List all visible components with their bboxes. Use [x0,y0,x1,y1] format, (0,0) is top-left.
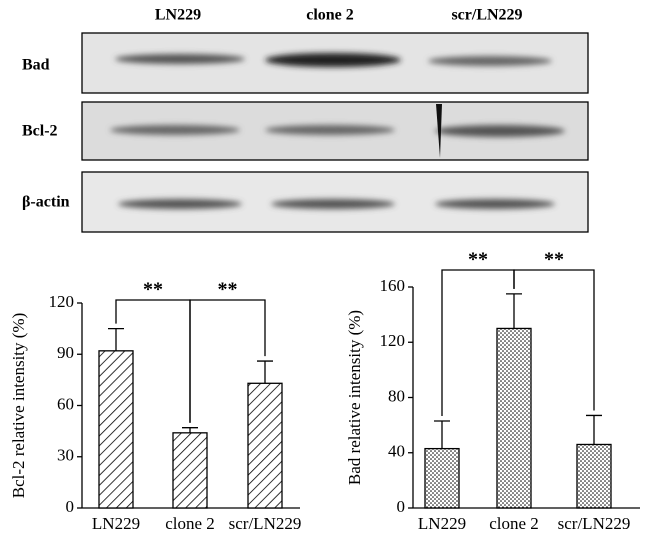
y-axis-label: Bcl-2 relative intensity (%) [9,313,28,499]
significance-label: ** [468,249,488,271]
significance-label: ** [218,279,238,301]
bar [576,443,612,509]
y-tick-label: 0 [397,497,406,516]
x-tick-label: scr/LN229 [229,514,302,533]
significance-bracket [189,299,266,423]
y-tick-label: 30 [57,446,74,465]
y-axis-label: Bad relative intensity (%) [345,310,364,485]
y-tick-label: 60 [57,394,74,413]
significance-label: ** [544,249,564,271]
x-tick-label: scr/LN229 [558,514,631,533]
y-tick-label: 160 [380,276,406,295]
x-tick-label: LN229 [92,514,140,533]
y-tick-label: 90 [57,343,74,362]
error-bar [182,427,198,433]
y-tick-label: 40 [388,442,405,461]
bands [110,53,565,209]
error-bar [506,293,522,329]
bar [424,447,460,509]
significance-label: ** [143,279,163,301]
x-tick-label: clone 2 [489,514,539,533]
bar [247,382,283,509]
row-label: β-actin [22,194,70,211]
lane-label: scr/LN229 [451,7,522,24]
lane-label: clone 2 [306,7,354,24]
x-tick-label: LN229 [418,514,466,533]
blot-artifact [436,104,442,158]
bar [98,350,134,509]
error-bar [257,360,273,384]
lane-label: LN229 [155,7,201,24]
blot-panel: LN229 clone 2 scr/LN229 Bad Bcl-2 β-acti… [22,7,589,233]
row-label: Bad [22,57,50,74]
y-tick-label: 120 [49,292,75,311]
bar [496,327,532,509]
error-bar [108,327,124,351]
x-tick-label: clone 2 [165,514,215,533]
y-tick-label: 0 [66,497,75,516]
bar [172,432,208,509]
error-bar [586,414,602,445]
y-tick-label: 80 [388,386,405,405]
error-bar [434,420,450,449]
significance-bracket [513,269,595,411]
row-label: Bcl-2 [22,123,58,140]
y-tick-label: 120 [380,331,406,350]
